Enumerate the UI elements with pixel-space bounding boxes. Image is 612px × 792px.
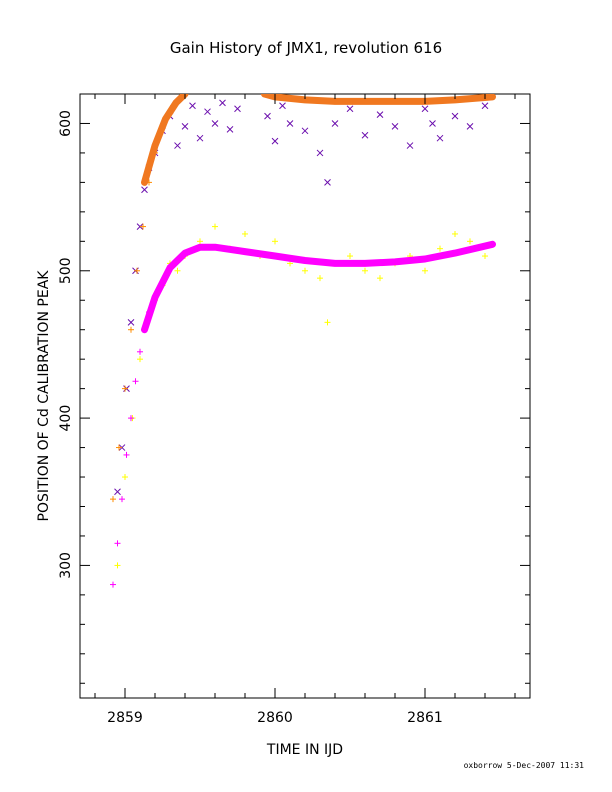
data-point: [324, 179, 331, 186]
x-tick-label: 2860: [257, 710, 293, 726]
data-point: [116, 444, 122, 451]
data-point: [316, 149, 324, 157]
axis-ticks: 2859 2860 2861 300 400 500 600: [58, 93, 530, 726]
data-point: [114, 540, 121, 547]
data-point: [196, 134, 204, 142]
data-point: [264, 112, 271, 120]
data-point: [324, 319, 331, 326]
data-point: [331, 120, 339, 127]
data-point: [317, 275, 323, 282]
y-tick-label: 500: [58, 257, 74, 284]
data-point: [271, 137, 279, 145]
data-point: [137, 356, 143, 363]
plot-footer-stamp: oxborrow 5-Dec-2007 11:31: [464, 761, 585, 770]
y-tick-label: 600: [58, 110, 74, 137]
data-point: [301, 127, 309, 135]
data-point: [347, 253, 353, 260]
y-axis-label: POSITION OF Cd CALIBRATION PEAK: [36, 270, 52, 522]
data-point: [272, 238, 278, 245]
data-point: [481, 102, 489, 110]
x-axis-label: TIME IN IJD: [266, 742, 343, 758]
data-point: [181, 123, 189, 130]
data-point: [114, 562, 121, 569]
data-point: [452, 230, 458, 237]
data-point: [110, 581, 116, 588]
data-point: [204, 108, 211, 116]
data-point: [211, 120, 219, 127]
data-point: [141, 186, 148, 194]
data-point: [127, 318, 135, 326]
data-point: [377, 275, 383, 282]
fit-curve-5: [141, 94, 189, 186]
data-point: [361, 131, 369, 139]
data-point: [122, 474, 128, 481]
fit-curve-6: [261, 94, 496, 105]
data-point: [286, 120, 294, 127]
data-point: [422, 267, 428, 274]
chart-marks: [110, 94, 496, 588]
data-point: [421, 105, 429, 113]
data-point: [134, 267, 140, 274]
data-point: [466, 123, 474, 130]
x-tick-label: 2861: [407, 710, 443, 726]
data-point: [128, 415, 134, 422]
y-tick-label: 400: [58, 405, 74, 432]
data-point: [279, 102, 286, 110]
data-point: [467, 238, 473, 245]
data-point: [140, 223, 146, 230]
data-point: [122, 385, 128, 392]
data-point: [226, 126, 234, 133]
data-point: [137, 348, 143, 355]
data-point: [437, 245, 443, 252]
data-point: [242, 230, 248, 237]
fit-curve-4: [141, 240, 496, 334]
data-point: [429, 120, 436, 127]
data-point: [234, 105, 241, 113]
data-point: [132, 378, 139, 385]
data-point: [391, 123, 399, 130]
data-point: [189, 102, 196, 110]
data-point: [114, 488, 121, 496]
data-point: [212, 223, 218, 230]
data-point: [376, 111, 384, 118]
data-point: [119, 496, 125, 503]
data-point: [436, 134, 444, 142]
data-point: [302, 267, 308, 274]
data-point: [346, 105, 354, 113]
x-tick-label: 2859: [107, 710, 143, 726]
y-tick-label: 300: [58, 552, 74, 579]
plot-frame: [79, 93, 531, 699]
data-point: [219, 99, 226, 107]
data-point: [406, 142, 414, 149]
chart-title: Gain History of JMX1, revolution 616: [170, 39, 442, 57]
data-point: [174, 267, 181, 274]
data-point: [451, 112, 459, 120]
data-point: [174, 142, 181, 149]
data-point: [362, 267, 368, 274]
data-point: [123, 451, 130, 458]
data-point: [128, 326, 134, 333]
data-point: [197, 238, 203, 245]
data-point: [482, 253, 488, 260]
data-point: [110, 496, 116, 503]
